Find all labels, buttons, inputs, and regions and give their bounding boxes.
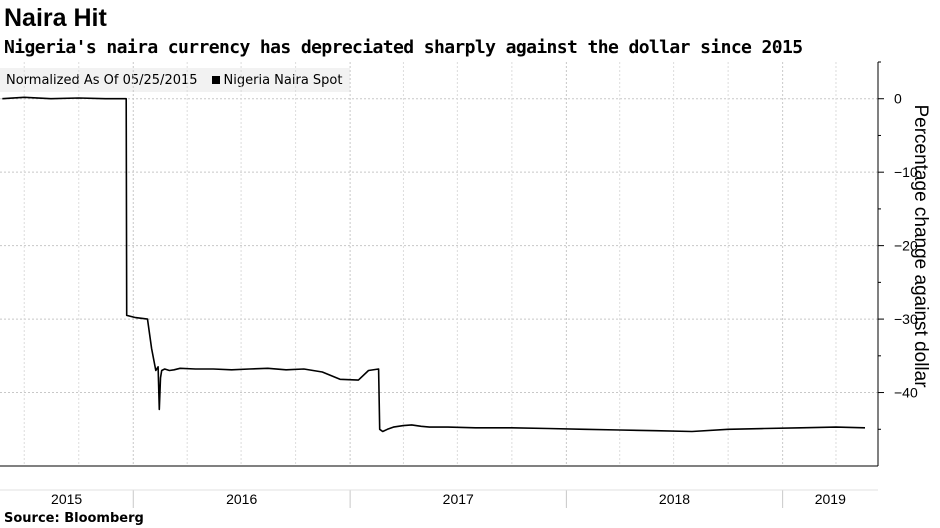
legend-normalization-note: Normalized As Of 05/25/2015 [6,72,198,88]
x-tick-label: 2015 [51,491,82,507]
chart-title: Naira Hit [4,4,107,32]
legend: Normalized As Of 05/25/2015 Nigeria Nair… [0,68,351,92]
chart-subtitle: Nigeria's naira currency has depreciated… [4,37,803,58]
source-note: Source: Bloomberg [4,511,144,526]
y-axis-label: Percentage change against dollar [910,104,931,388]
series-line-nigeria-naira-spot [2,96,866,433]
y-tick-label: −10 [894,164,918,180]
y-tick-label: −30 [894,311,918,327]
legend-swatch [211,76,220,84]
y-tick-label: −20 [894,238,918,254]
x-tick-label: 2017 [443,491,474,507]
y-tick-label: 0 [894,91,902,107]
x-tick-label: 2016 [226,491,257,507]
y-tick-label: −40 [894,385,918,401]
x-tick-label: 2019 [815,491,846,507]
x-tick-label: 2018 [659,491,690,507]
legend-series-label: Nigeria Naira Spot [223,72,343,88]
